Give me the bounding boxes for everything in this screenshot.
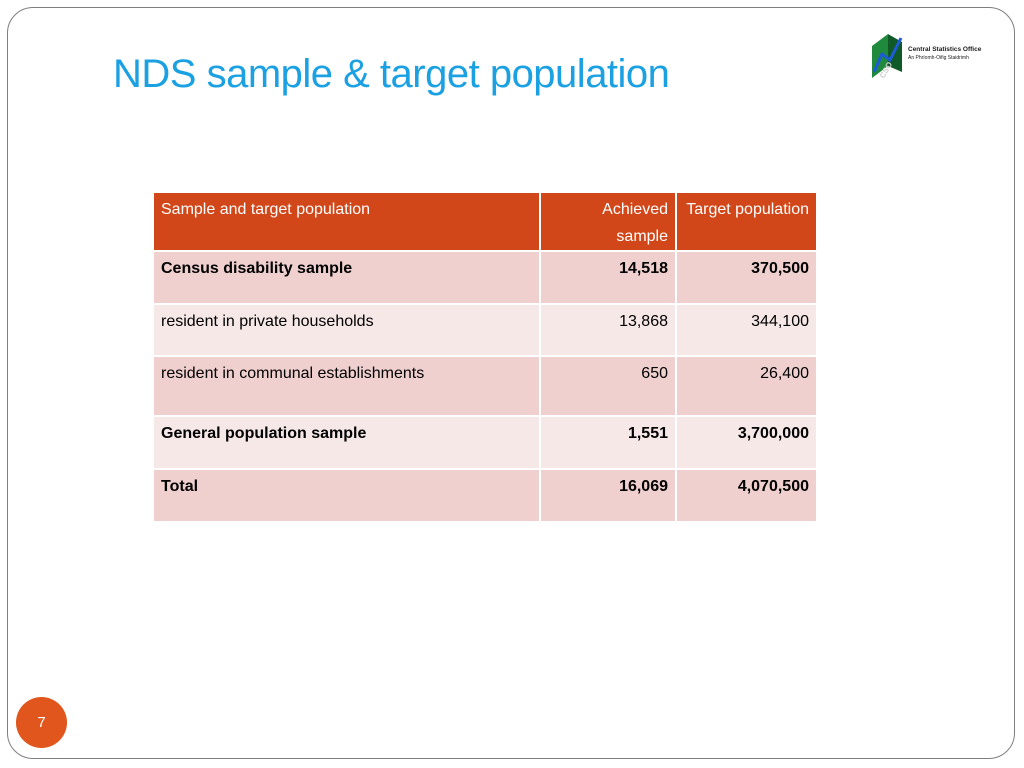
row-label: General population sample <box>152 415 541 470</box>
table-row: resident in communal establishments 650 … <box>152 355 818 417</box>
slide-title: NDS sample & target population <box>113 52 670 96</box>
table-row: Total 16,069 4,070,500 <box>152 468 818 523</box>
row-target: 344,100 <box>675 303 818 357</box>
page-number-badge: 7 <box>16 697 67 748</box>
row-target: 4,070,500 <box>675 468 818 523</box>
header-target-population: Target population <box>675 191 818 252</box>
header-achieved-sample: Achieved sample <box>539 191 677 252</box>
row-target: 26,400 <box>675 355 818 417</box>
row-achieved: 650 <box>539 355 677 417</box>
row-label: resident in private households <box>152 303 541 357</box>
row-achieved: 16,069 <box>539 468 677 523</box>
sample-table: Sample and target population Achieved sa… <box>152 191 818 523</box>
row-target: 3,700,000 <box>675 415 818 470</box>
logo-name: Central Statistics Office <box>908 46 982 53</box>
row-label: Census disability sample <box>152 250 541 305</box>
row-label: Total <box>152 468 541 523</box>
row-target: 370,500 <box>675 250 818 305</box>
table-header-row: Sample and target population Achieved sa… <box>152 191 818 252</box>
table-row: Census disability sample 14,518 370,500 <box>152 250 818 305</box>
table-row: resident in private households 13,868 34… <box>152 303 818 357</box>
logo-subtitle: An Phríomh-Oifig Staidrimh <box>908 55 969 61</box>
row-achieved: 13,868 <box>539 303 677 357</box>
cso-logo: CSO Central Statistics Office An Phríomh… <box>868 32 986 84</box>
cso-logo-icon: CSO <box>872 34 903 80</box>
header-sample-target: Sample and target population <box>152 191 541 252</box>
table-row: General population sample 1,551 3,700,00… <box>152 415 818 470</box>
row-achieved: 14,518 <box>539 250 677 305</box>
row-label: resident in communal establishments <box>152 355 541 417</box>
row-achieved: 1,551 <box>539 415 677 470</box>
